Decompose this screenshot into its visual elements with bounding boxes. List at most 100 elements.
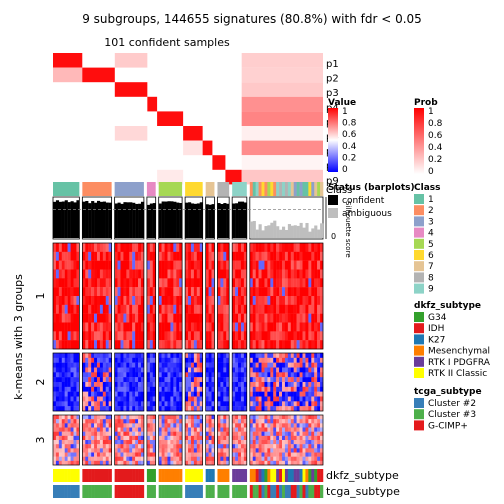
heatmap-cell — [149, 313, 153, 323]
heatmap-cell — [164, 419, 168, 424]
heatmap-cell — [205, 260, 209, 270]
heatmap-cell — [67, 448, 71, 453]
heatmap-cell — [240, 406, 245, 412]
silhouette-bar — [170, 201, 174, 238]
heatmap-cell — [132, 435, 136, 441]
heatmap-cell — [279, 448, 283, 453]
heatmap-cell — [158, 448, 162, 453]
heatmap-cell — [232, 401, 236, 407]
heatmap-cell — [67, 313, 71, 323]
heatmap-cell — [252, 353, 256, 359]
heatmap-cell — [205, 401, 209, 407]
heatmap-cell — [94, 278, 98, 288]
heatmap-cell — [167, 243, 171, 253]
heatmap-cell — [235, 415, 239, 420]
heatmap-cell — [188, 391, 192, 397]
heatmap-cell — [299, 427, 303, 432]
heatmap-cell — [114, 440, 118, 445]
heatmap-cell — [126, 353, 130, 359]
heatmap-cell — [243, 340, 248, 350]
silhouette-bar — [305, 222, 309, 238]
heatmap-cell — [287, 452, 291, 457]
heatmap-cell — [179, 460, 183, 466]
prob-tick: 0 — [428, 167, 434, 177]
heatmap-cell — [88, 423, 92, 428]
tcga-cell — [167, 485, 171, 498]
heatmap-cell — [240, 322, 245, 332]
heatmap-cell — [282, 435, 286, 441]
heatmap-cell — [105, 391, 109, 397]
tcga-cell — [61, 485, 65, 498]
heatmap-cell — [76, 427, 80, 432]
heatmap-cell — [282, 419, 286, 424]
heatmap-cell — [140, 367, 145, 373]
heatmap-cell — [287, 382, 291, 388]
heatmap-cell — [235, 372, 239, 378]
silhouette-bar — [223, 203, 227, 238]
heatmap-cell — [311, 419, 315, 424]
heatmap-cell — [287, 322, 291, 332]
dkfz-legend-label: RTK I PDGFRA — [428, 358, 491, 368]
heatmap-cell — [188, 353, 192, 359]
heatmap-cell — [287, 401, 291, 407]
heatmap-cell — [240, 278, 245, 288]
heatmap-cell — [240, 460, 245, 466]
heatmap-cell — [179, 406, 183, 412]
heatmap-cell — [126, 386, 130, 392]
heatmap-cell — [308, 260, 312, 270]
heatmap-cell — [108, 269, 112, 279]
heatmap-cell — [67, 386, 71, 392]
heatmap-cell — [296, 448, 300, 453]
heatmap-cell — [70, 377, 74, 383]
heatmap-cell — [308, 396, 312, 402]
heatmap-cell — [96, 304, 101, 314]
heatmap-cell — [261, 287, 265, 297]
heatmap-cell — [58, 367, 62, 373]
heatmap-cell — [99, 435, 104, 441]
heatmap-cell — [61, 406, 65, 412]
heatmap-cell — [108, 322, 112, 332]
heatmap-cell — [302, 362, 306, 368]
heatmap-cell — [76, 396, 80, 402]
heatmap-cell — [199, 251, 203, 261]
heatmap-cell — [140, 251, 145, 261]
heatmap-cell — [152, 367, 156, 373]
heatmap-cell — [173, 382, 177, 388]
heatmap-cell — [235, 362, 239, 368]
heatmap-cell — [173, 448, 177, 453]
heatmap-cell — [232, 448, 236, 453]
heatmap-cell — [317, 382, 321, 388]
heatmap-cell — [205, 353, 209, 359]
heatmap-cell — [226, 357, 230, 363]
heatmap-cell — [249, 423, 253, 428]
heatmap-cell — [53, 401, 57, 407]
heatmap-cell — [235, 243, 239, 253]
heatmap-cell — [249, 419, 253, 424]
heatmap-cell — [140, 396, 145, 402]
tcga-cell — [220, 485, 224, 498]
heatmap-cell — [129, 251, 133, 261]
heatmap-cell — [273, 396, 277, 402]
heatmap-cell — [255, 353, 259, 359]
heatmap-cell — [176, 396, 180, 402]
heatmap-cell — [64, 331, 68, 341]
tcga-cell — [108, 485, 112, 498]
heatmap-slice-border — [184, 414, 204, 466]
heatmap-slice-border — [217, 352, 230, 412]
heatmap-cell — [226, 331, 230, 341]
heatmap-cell — [55, 401, 60, 407]
heatmap-cell — [199, 296, 203, 306]
heatmap-cell — [129, 401, 133, 407]
heatmap-cell — [91, 287, 95, 297]
heatmap-cell — [140, 377, 145, 383]
heatmap-cell — [223, 406, 227, 412]
heatmap-cell — [238, 440, 242, 445]
heatmap-cell — [190, 296, 195, 306]
heatmap-cell — [258, 296, 262, 306]
heatmap-cell — [123, 243, 127, 253]
heatmap-cell — [176, 452, 180, 457]
heatmap-cell — [126, 452, 130, 457]
heatmap-cell — [282, 456, 286, 462]
heatmap-cell — [170, 386, 174, 392]
heatmap-cell — [123, 278, 127, 288]
